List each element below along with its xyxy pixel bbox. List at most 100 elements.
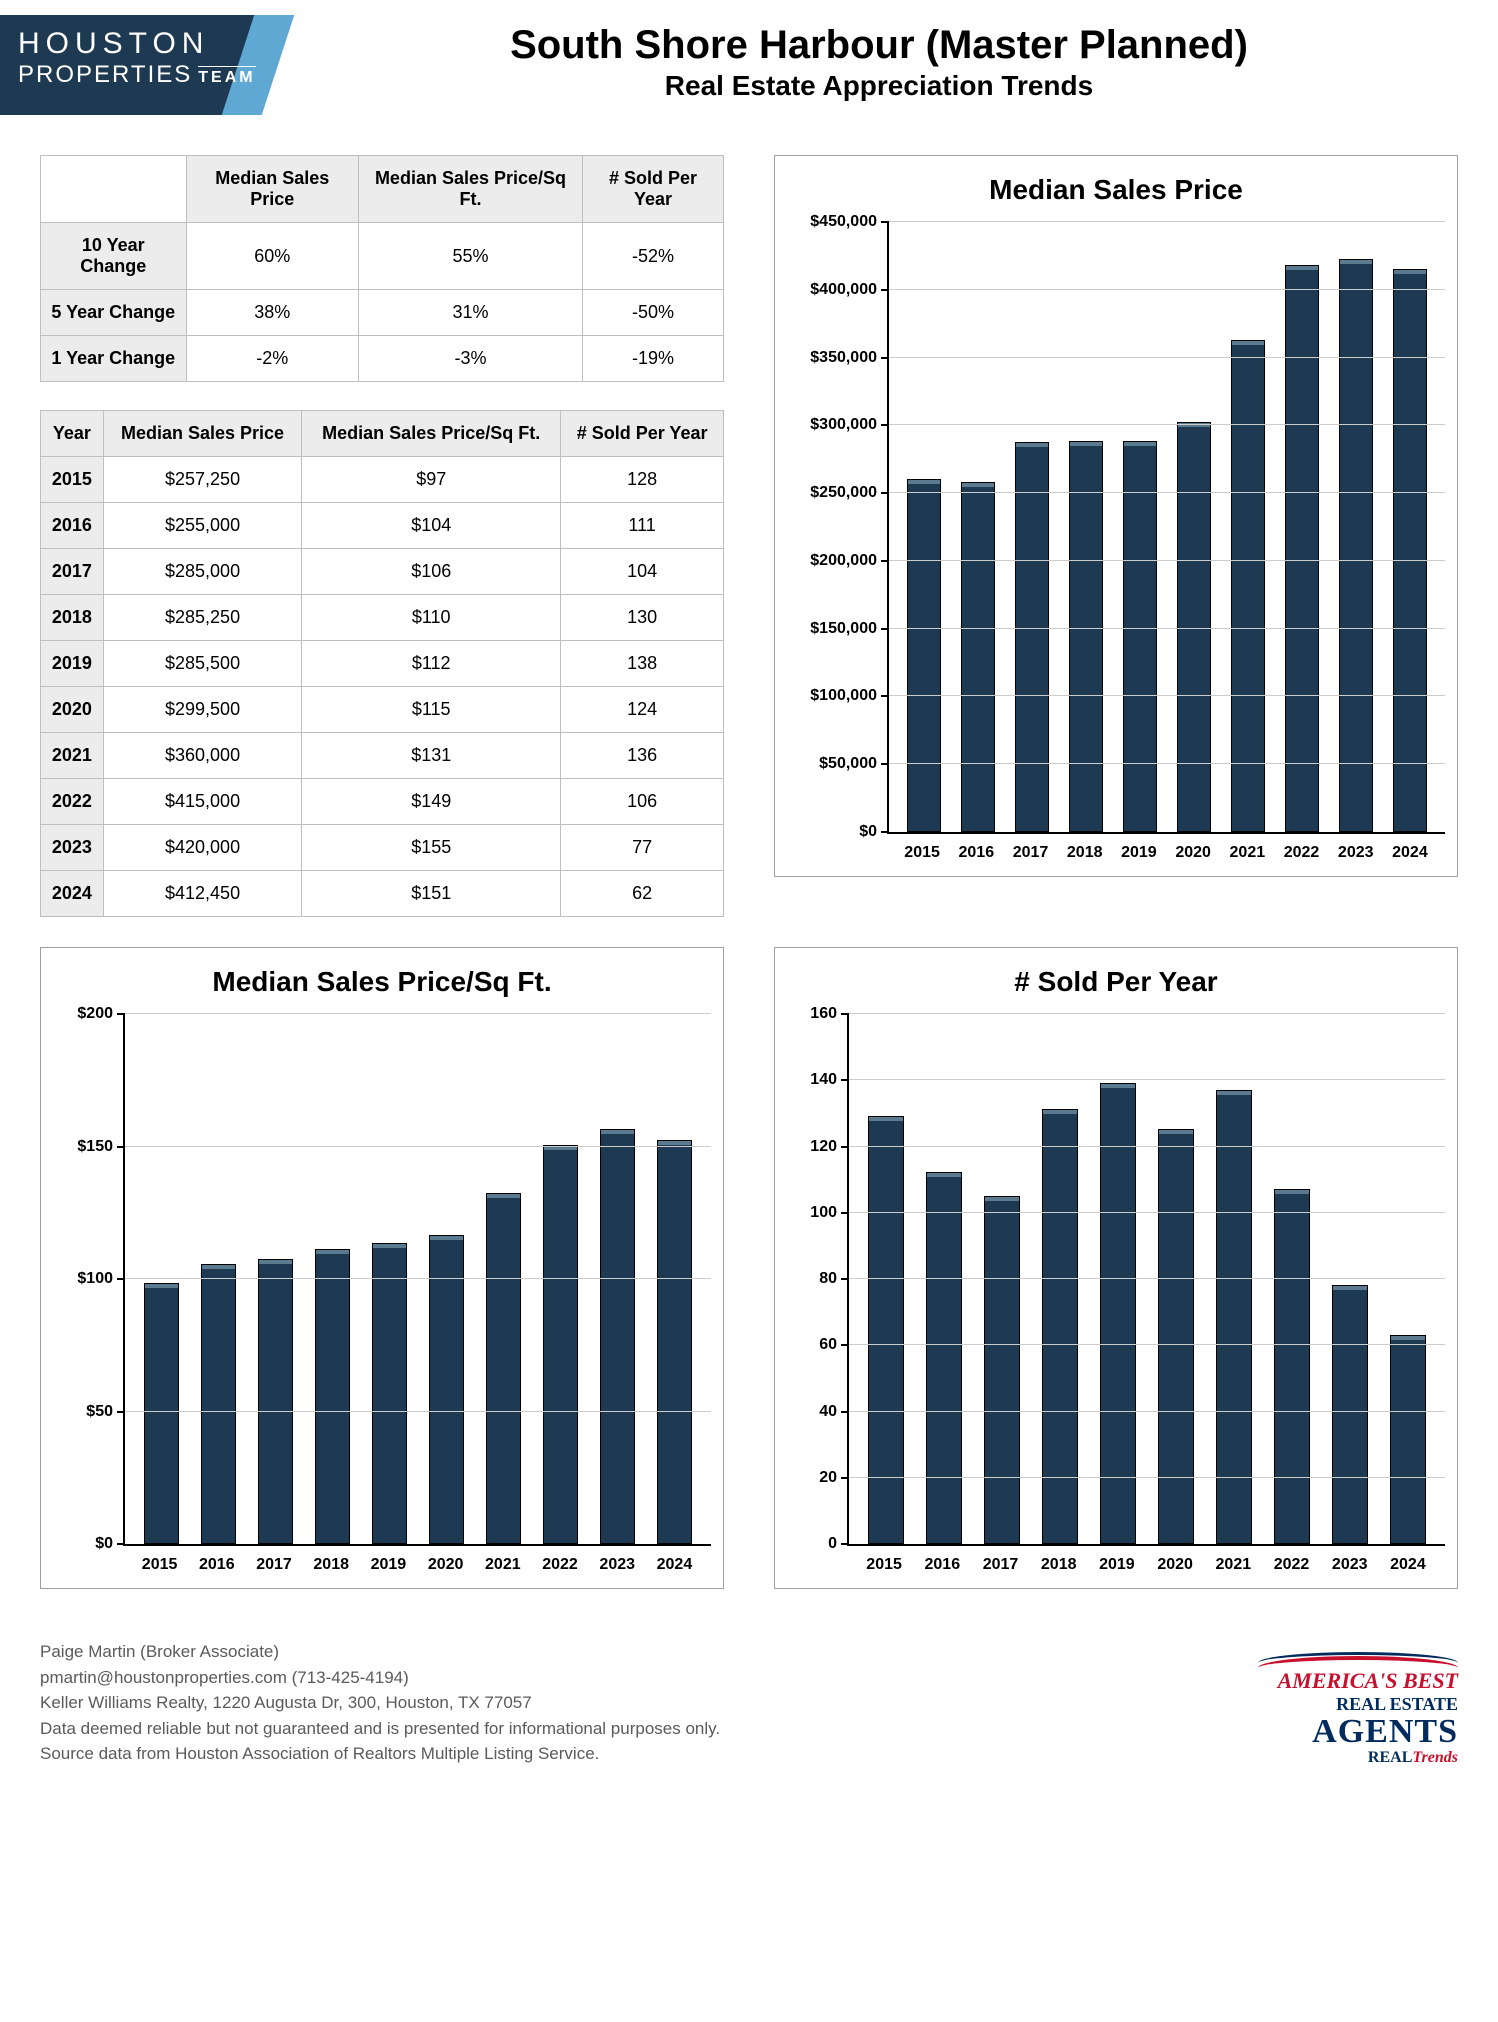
x-label: 2023 xyxy=(589,1556,646,1574)
yearly-row: 2020$299,500$115124 xyxy=(41,687,724,733)
bar-slot xyxy=(973,1014,1031,1544)
chart-price: Median Sales Price $0$50,000$100,000$150… xyxy=(774,155,1458,877)
bar-slot xyxy=(1005,222,1059,832)
bar-cap xyxy=(201,1264,236,1269)
y-tick xyxy=(841,1013,849,1015)
yearly-row-year: 2015 xyxy=(41,457,104,503)
y-label: 40 xyxy=(819,1403,837,1421)
bar-slot xyxy=(1221,222,1275,832)
y-tick xyxy=(841,1146,849,1148)
y-tick xyxy=(841,1344,849,1346)
y-label: $50 xyxy=(86,1403,113,1421)
yearly-cell: 111 xyxy=(561,503,724,549)
bar-cap xyxy=(907,479,940,484)
bar xyxy=(1069,445,1102,832)
grid-line xyxy=(849,1344,1445,1345)
y-label: 60 xyxy=(819,1336,837,1354)
badge-line4a: REAL xyxy=(1368,1749,1412,1766)
x-label: 2023 xyxy=(1329,844,1383,862)
bar-slot xyxy=(1275,222,1329,832)
bar xyxy=(961,486,994,832)
bar xyxy=(657,1144,692,1544)
y-tick xyxy=(841,1411,849,1413)
bar xyxy=(429,1239,464,1544)
yearly-col-3: # Sold Per Year xyxy=(561,411,724,457)
bar-slot xyxy=(190,1014,247,1544)
y-tick xyxy=(117,1543,125,1545)
bar-cap xyxy=(429,1235,464,1240)
footer-line: Data deemed reliable but not guaranteed … xyxy=(40,1716,720,1742)
bar xyxy=(926,1176,962,1544)
bar-cap xyxy=(372,1243,407,1248)
yearly-row: 2015$257,250$97128 xyxy=(41,457,724,503)
bar-slot xyxy=(589,1014,646,1544)
yearly-row-year: 2019 xyxy=(41,641,104,687)
summary-row: 5 Year Change38%31%-50% xyxy=(41,290,724,336)
chart-sold-cell: # Sold Per Year 020406080100120140160 20… xyxy=(774,947,1458,1589)
summary-col-0 xyxy=(41,156,187,223)
y-tick xyxy=(881,695,889,697)
chart-price-plot: $0$50,000$100,000$150,000$200,000$250,00… xyxy=(887,222,1445,834)
y-label: $100,000 xyxy=(810,687,877,705)
bar xyxy=(201,1268,236,1544)
chart-sold: # Sold Per Year 020406080100120140160 20… xyxy=(774,947,1458,1589)
bar-cap xyxy=(1015,442,1048,447)
grid-line xyxy=(849,1212,1445,1213)
x-label: 2016 xyxy=(188,1556,245,1574)
chart-sold-bars xyxy=(849,1014,1445,1544)
chart-psf-title: Median Sales Price/Sq Ft. xyxy=(53,966,711,998)
yearly-cell: $131 xyxy=(302,733,561,779)
yearly-cell: $299,500 xyxy=(103,687,301,733)
chart-psf: Median Sales Price/Sq Ft. $0$50$100$150$… xyxy=(40,947,724,1589)
yearly-row: 2016$255,000$104111 xyxy=(41,503,724,549)
x-label: 2020 xyxy=(1166,844,1220,862)
bar-slot xyxy=(857,1014,915,1544)
chart-psf-plot: $0$50$100$150$200 xyxy=(123,1014,711,1546)
bar-slot xyxy=(1383,222,1437,832)
bar xyxy=(1274,1193,1310,1544)
y-tick xyxy=(117,1146,125,1148)
bar-cap xyxy=(1274,1189,1310,1194)
yearly-cell: $155 xyxy=(302,825,561,871)
y-label: 0 xyxy=(828,1535,837,1553)
bar-slot xyxy=(951,222,1005,832)
y-label: $0 xyxy=(859,823,877,841)
grid-line xyxy=(849,1477,1445,1478)
summary-table: Median Sales PriceMedian Sales Price/Sq … xyxy=(40,155,724,382)
grid-line xyxy=(849,1411,1445,1412)
summary-cell: 31% xyxy=(359,290,583,336)
yearly-cell: 77 xyxy=(561,825,724,871)
footer-line: Paige Martin (Broker Associate) xyxy=(40,1639,720,1665)
bar-slot xyxy=(1321,1014,1379,1544)
grid-line xyxy=(889,289,1445,290)
bar-slot xyxy=(361,1014,418,1544)
yearly-cell: $415,000 xyxy=(103,779,301,825)
yearly-cell: $151 xyxy=(302,871,561,917)
grid-line xyxy=(889,695,1445,696)
footer-line: pmartin@houstonproperties.com (713-425-4… xyxy=(40,1665,720,1691)
bar-cap xyxy=(1123,441,1156,446)
grid-line xyxy=(125,1278,711,1279)
grid-line xyxy=(889,357,1445,358)
logo-line2: PROPERTIES TEAM xyxy=(18,61,256,89)
yearly-cell: 62 xyxy=(561,871,724,917)
yearly-row: 2018$285,250$110130 xyxy=(41,595,724,641)
bar xyxy=(144,1287,179,1544)
badge-line4: REALTrends xyxy=(1258,1749,1458,1767)
yearly-table: YearMedian Sales PriceMedian Sales Price… xyxy=(40,410,724,917)
x-label: 2018 xyxy=(1058,844,1112,862)
yearly-cell: 128 xyxy=(561,457,724,503)
x-label: 2019 xyxy=(1088,1556,1146,1574)
bar-cap xyxy=(926,1172,962,1177)
x-label: 2023 xyxy=(1321,1556,1379,1574)
x-label: 2021 xyxy=(474,1556,531,1574)
yearly-row-year: 2022 xyxy=(41,779,104,825)
yearly-cell: $106 xyxy=(302,549,561,595)
yearly-row: 2024$412,450$15162 xyxy=(41,871,724,917)
bar-cap xyxy=(144,1283,179,1288)
logo-line1: HOUSTON xyxy=(18,27,256,61)
y-label: $200,000 xyxy=(810,552,877,570)
y-label: $200 xyxy=(77,1005,113,1023)
x-label: 2022 xyxy=(531,1556,588,1574)
yearly-row-year: 2018 xyxy=(41,595,104,641)
